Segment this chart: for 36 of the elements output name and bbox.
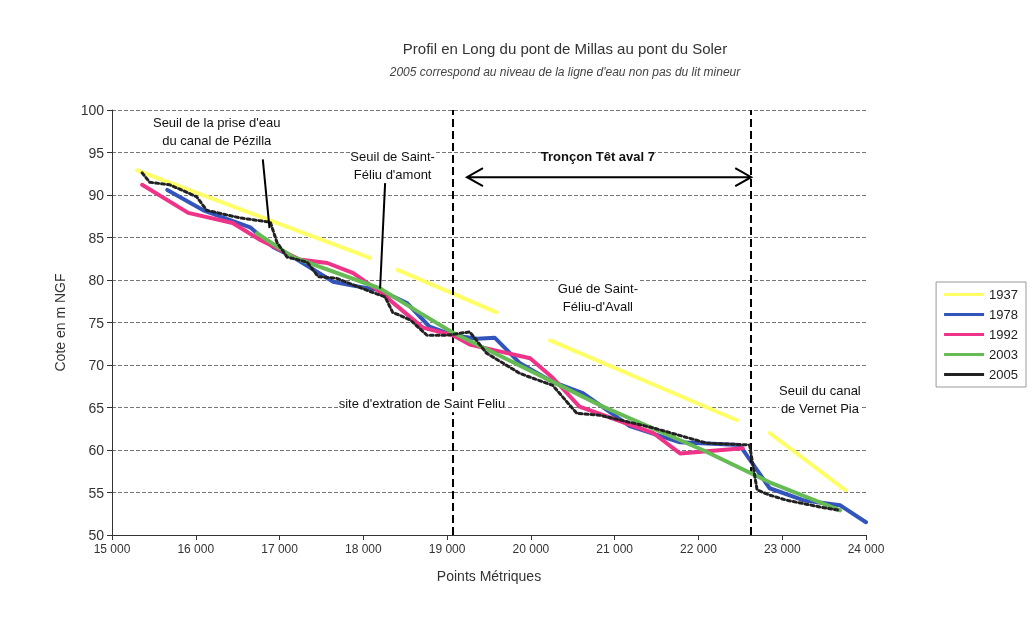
chart-title: Profil en Long du pont de Millas au pont du Soler xyxy=(402,40,728,57)
y-tick-label: 70 xyxy=(88,357,105,373)
x-tick-label: 15 000 xyxy=(93,542,131,556)
y-tick-label: 65 xyxy=(88,399,105,416)
x-tick-label: 20 000 xyxy=(512,542,550,556)
legend-label: 1937 xyxy=(989,287,1018,302)
x-tick-label: 22 000 xyxy=(680,542,718,556)
x-tick-label: 17 000 xyxy=(261,542,299,556)
x-tick-label: 16 000 xyxy=(177,542,215,556)
annotation: Tronçon Têt aval 7 xyxy=(540,149,655,165)
legend-label: 1978 xyxy=(989,307,1018,322)
x-tick-label: 23 000 xyxy=(763,542,801,556)
y-tick-label: 55 xyxy=(88,484,105,501)
legend-label: 1992 xyxy=(989,327,1018,342)
annotation: Seuil de la prise d'eau du canal de Pézilla xyxy=(152,114,281,148)
y-tick-label: 100 xyxy=(80,102,105,118)
legend-label: 2003 xyxy=(989,347,1018,362)
x-tick-label: 21 000 xyxy=(596,542,634,556)
chart-subtitle: 2005 correspond au niveau de la ligne d'eau non pas du lit mineur xyxy=(388,65,742,79)
annotation: Seuil du canal de Vernet Pia xyxy=(779,382,861,416)
y-tick-label: 95 xyxy=(88,144,105,161)
y-tick-label: 80 xyxy=(88,272,105,288)
annotation: Seuil de Saint- Féliu d'amont xyxy=(350,148,435,182)
x-tick-label: 19 000 xyxy=(428,542,466,556)
y-tick-label: 50 xyxy=(88,527,105,543)
annotation: site d'extration de Saint Feliu xyxy=(338,395,506,411)
x-axis-title: Points Métriques xyxy=(436,568,542,584)
annotation: Gué de Saint- Féliu-d'Avall xyxy=(557,280,639,314)
y-axis-title: Cote en m NGF xyxy=(52,273,68,372)
y-tick-label: 60 xyxy=(88,442,105,458)
y-tick-label: 75 xyxy=(88,314,105,331)
legend-label: 2005 xyxy=(989,367,1018,382)
x-tick-label: 24 000 xyxy=(847,542,885,556)
y-tick-label: 85 xyxy=(88,229,105,246)
x-tick-label: 18 000 xyxy=(344,542,383,556)
y-tick-label: 90 xyxy=(88,187,105,203)
